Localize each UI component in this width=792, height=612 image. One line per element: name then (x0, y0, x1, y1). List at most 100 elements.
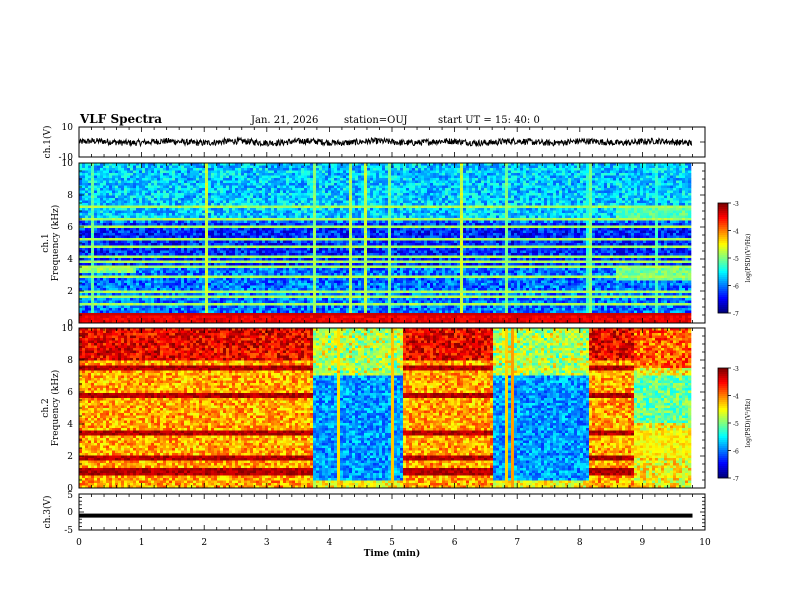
spectrogram-cell (109, 291, 112, 294)
spectrogram-cell (295, 313, 298, 316)
spectrogram-cell (256, 176, 259, 179)
spectrogram-cell (94, 226, 97, 229)
spectrogram-cell (82, 313, 85, 316)
spectrogram-cell (166, 293, 169, 296)
spectrogram-cell (88, 278, 91, 281)
spectrogram-cell (196, 263, 199, 266)
spectrogram-cell (136, 181, 139, 184)
spectrogram-cell (235, 208, 238, 211)
spectrogram-cell (109, 236, 112, 239)
spectrogram-cell (142, 241, 145, 244)
spectrogram-cell (157, 271, 160, 274)
spectrogram-cell (187, 226, 190, 229)
spectrogram-cell (157, 263, 160, 266)
spectrogram-cell (112, 231, 115, 234)
spectrogram-cell (181, 278, 184, 281)
spectrogram-cell (253, 276, 256, 279)
spectrogram-cell (223, 171, 226, 174)
spectrogram-cell (211, 176, 214, 179)
spectrogram-cell (241, 266, 244, 269)
spectrogram-cell (211, 183, 214, 186)
spectrogram-cell (157, 276, 160, 279)
spectrogram-cell (283, 311, 286, 314)
spectrogram-cell (202, 176, 205, 179)
spectrogram-cell (259, 176, 262, 179)
spectrogram-cell (223, 281, 226, 284)
spectrogram-cell (91, 251, 94, 254)
spectrogram-cell (187, 288, 190, 291)
spectrogram-cell (184, 168, 187, 171)
spectrogram-cell (139, 263, 142, 266)
spectrogram-cell (301, 183, 304, 186)
spectrogram-cell (154, 228, 157, 231)
spectrogram-cell (280, 318, 283, 321)
spectrogram-cell (277, 216, 280, 219)
spectrogram-cell (298, 298, 301, 301)
spectrogram-cell (166, 203, 169, 206)
spectrogram-cell (235, 168, 238, 171)
spectrogram-cell (163, 231, 166, 234)
spectrogram-cell (109, 196, 112, 199)
spectrogram-cell (256, 186, 259, 189)
spectrogram-cell (256, 296, 259, 299)
spectrogram-cell (223, 286, 226, 289)
spectrogram-cell (217, 238, 220, 241)
spectrogram-cell (178, 193, 181, 196)
spectrogram-cell (232, 206, 235, 209)
spectrogram-cell (277, 208, 280, 211)
spectrogram-cell (277, 318, 280, 321)
spectrogram-cell (148, 308, 151, 311)
spectrogram-cell (205, 188, 208, 191)
spectrogram-cell (280, 296, 283, 299)
spectrogram-cell (232, 198, 235, 201)
spectrogram-cell (268, 178, 271, 181)
spectrogram-cell (271, 303, 274, 306)
spectrogram-cell (253, 286, 256, 289)
spectrogram-cell (100, 176, 103, 179)
spectrogram-cell (151, 276, 154, 279)
spectrogram-cell (295, 261, 298, 264)
spectrogram-cell (214, 311, 217, 314)
spectrogram-cell (187, 216, 190, 219)
spectrogram-cell (271, 206, 274, 209)
spectrogram-cell (214, 246, 217, 249)
spectrogram-cell (259, 203, 262, 206)
spectrogram-cell (166, 278, 169, 281)
spectrogram-cell (277, 281, 280, 284)
spectrogram-cell (109, 213, 112, 216)
spectrogram-cell (286, 226, 289, 229)
spectrogram-cell (112, 233, 115, 236)
spectrogram-cell (154, 168, 157, 171)
spectrogram-cell (292, 228, 295, 231)
spectrogram-cell (229, 261, 232, 264)
spectrogram-cell (286, 223, 289, 226)
spectrogram-cell (187, 263, 190, 266)
spectrogram-cell (277, 303, 280, 306)
spectrogram-cell (187, 281, 190, 284)
spectrogram-cell (109, 318, 112, 321)
spectrogram-cell (220, 216, 223, 219)
spectrogram-cell (289, 178, 292, 181)
spectrogram-cell (190, 206, 193, 209)
spectrogram-cell (190, 198, 193, 201)
spectrogram-cell (223, 191, 226, 194)
spectrogram-cell (130, 268, 133, 271)
spectrogram-cell (178, 236, 181, 239)
spectrogram-cell (163, 293, 166, 296)
spectrogram-cell (199, 318, 202, 321)
spectrogram-cell (130, 201, 133, 204)
spectrogram-cell (190, 308, 193, 311)
spectrogram-cell (199, 213, 202, 216)
spectrogram-cell (253, 303, 256, 306)
spectrogram-cell (289, 198, 292, 201)
spectrogram-cell (220, 203, 223, 206)
spectrogram-cell (145, 248, 148, 251)
spectrogram-cell (304, 238, 307, 241)
spectrogram-cell (190, 191, 193, 194)
spectrogram-cell (238, 186, 241, 189)
spectrogram-cell (82, 253, 85, 256)
spectrogram-cell (160, 213, 163, 216)
spectrogram-cell (196, 273, 199, 276)
spectrogram-cell (148, 291, 151, 294)
spectrogram-cell (97, 238, 100, 241)
